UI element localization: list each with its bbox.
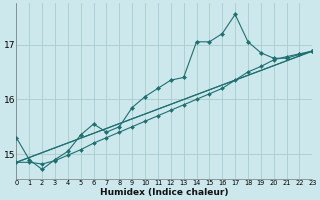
X-axis label: Humidex (Indice chaleur): Humidex (Indice chaleur) bbox=[100, 188, 228, 197]
